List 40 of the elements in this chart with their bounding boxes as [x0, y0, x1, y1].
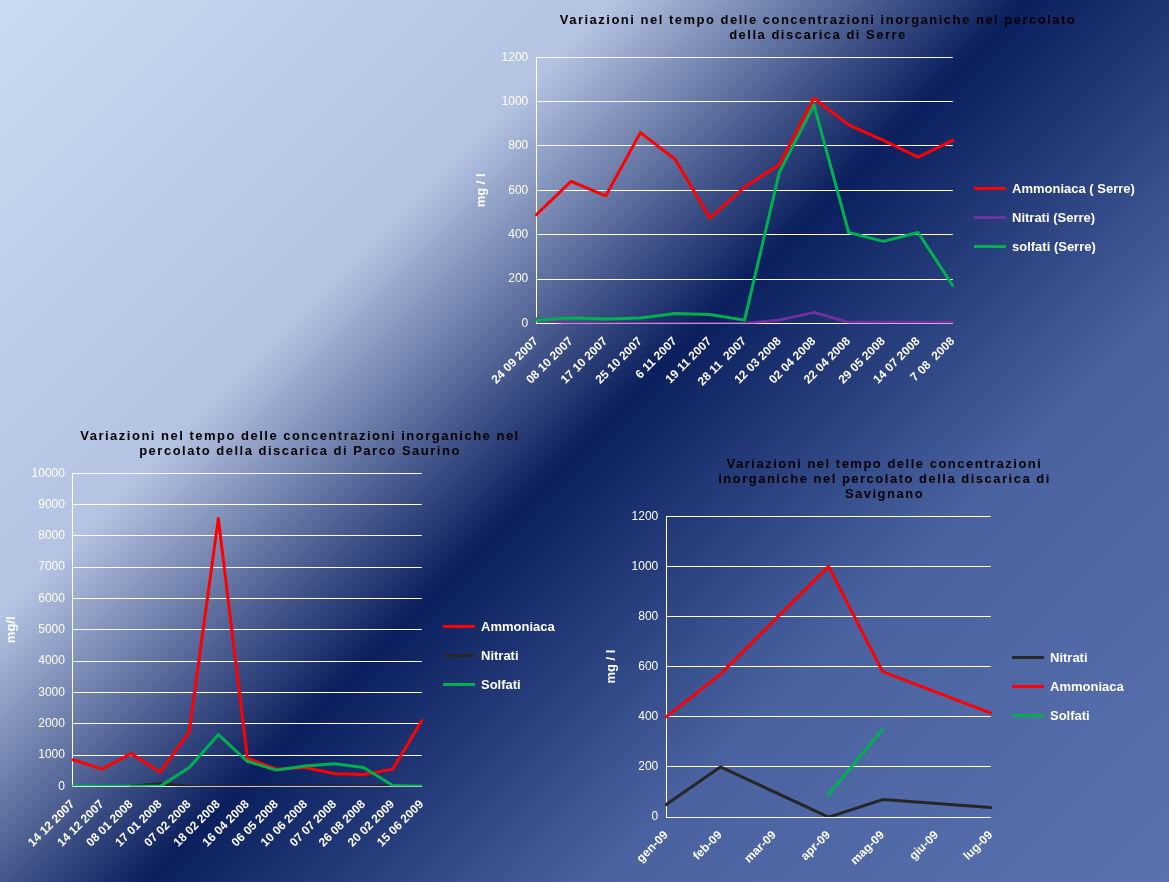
y-tick-label: 1200 — [631, 508, 659, 523]
y-tick-label: 1000 — [38, 747, 66, 762]
y-tick-label: 800 — [638, 608, 659, 623]
y-tick-label: 2000 — [38, 716, 66, 731]
y-tick-label: 1000 — [501, 93, 529, 108]
y-axis-title: mg / l — [473, 173, 489, 208]
legend-label: Solfati — [1050, 707, 1090, 723]
y-tick-label: 200 — [508, 271, 529, 286]
y-tick-label: 9000 — [38, 496, 66, 511]
y-tick-label: 600 — [508, 182, 529, 197]
y-tick-label: 5000 — [38, 622, 66, 637]
legend-label: Ammoniaca — [481, 619, 555, 634]
y-tick-label: 7000 — [38, 559, 66, 574]
y-tick-label: 10000 — [31, 465, 66, 480]
y-axis-title: mg/l — [3, 616, 19, 644]
chart-title: Variazioni nel tempo delle concentrazioni inorganiche nel percolato della discarica di Savignano — [717, 456, 1052, 501]
chart-title: Variazioni nel tempo delle concentrazioni inorganiche nel percolato della discarica di Serre — [558, 12, 1078, 42]
y-tick-label: 8000 — [38, 528, 66, 543]
y-tick-label: 0 — [58, 778, 66, 793]
legend-label: Ammoniaca ( Serre) — [1012, 180, 1135, 196]
legend-label: Solfati — [481, 677, 521, 692]
legend-label: Nitrati — [1050, 649, 1088, 665]
y-tick-label: 4000 — [38, 653, 66, 668]
legend-label: Nitrati (Serre) — [1012, 209, 1096, 225]
y-tick-label: 0 — [651, 809, 659, 824]
legend-label: Nitrati — [481, 648, 519, 663]
y-tick-label: 1000 — [631, 558, 659, 573]
y-tick-label: 600 — [638, 658, 659, 673]
y-tick-label: 400 — [638, 709, 659, 724]
y-tick-label: 400 — [508, 227, 529, 242]
y-axis-title: mg / l — [603, 649, 619, 684]
legend-label: Ammoniaca — [1050, 678, 1124, 694]
y-tick-label: 6000 — [38, 590, 66, 605]
chart-title: Variazioni nel tempo delle concentrazioni inorganiche nel percolato della discarica di Parco Saurino — [79, 428, 521, 458]
y-tick-label: 200 — [638, 759, 659, 774]
legend-label: solfati (Serre) — [1012, 238, 1096, 254]
y-tick-label: 800 — [508, 138, 529, 153]
y-tick-label: 1200 — [501, 49, 529, 64]
y-tick-label: 3000 — [38, 684, 66, 699]
y-tick-label: 0 — [521, 315, 529, 330]
